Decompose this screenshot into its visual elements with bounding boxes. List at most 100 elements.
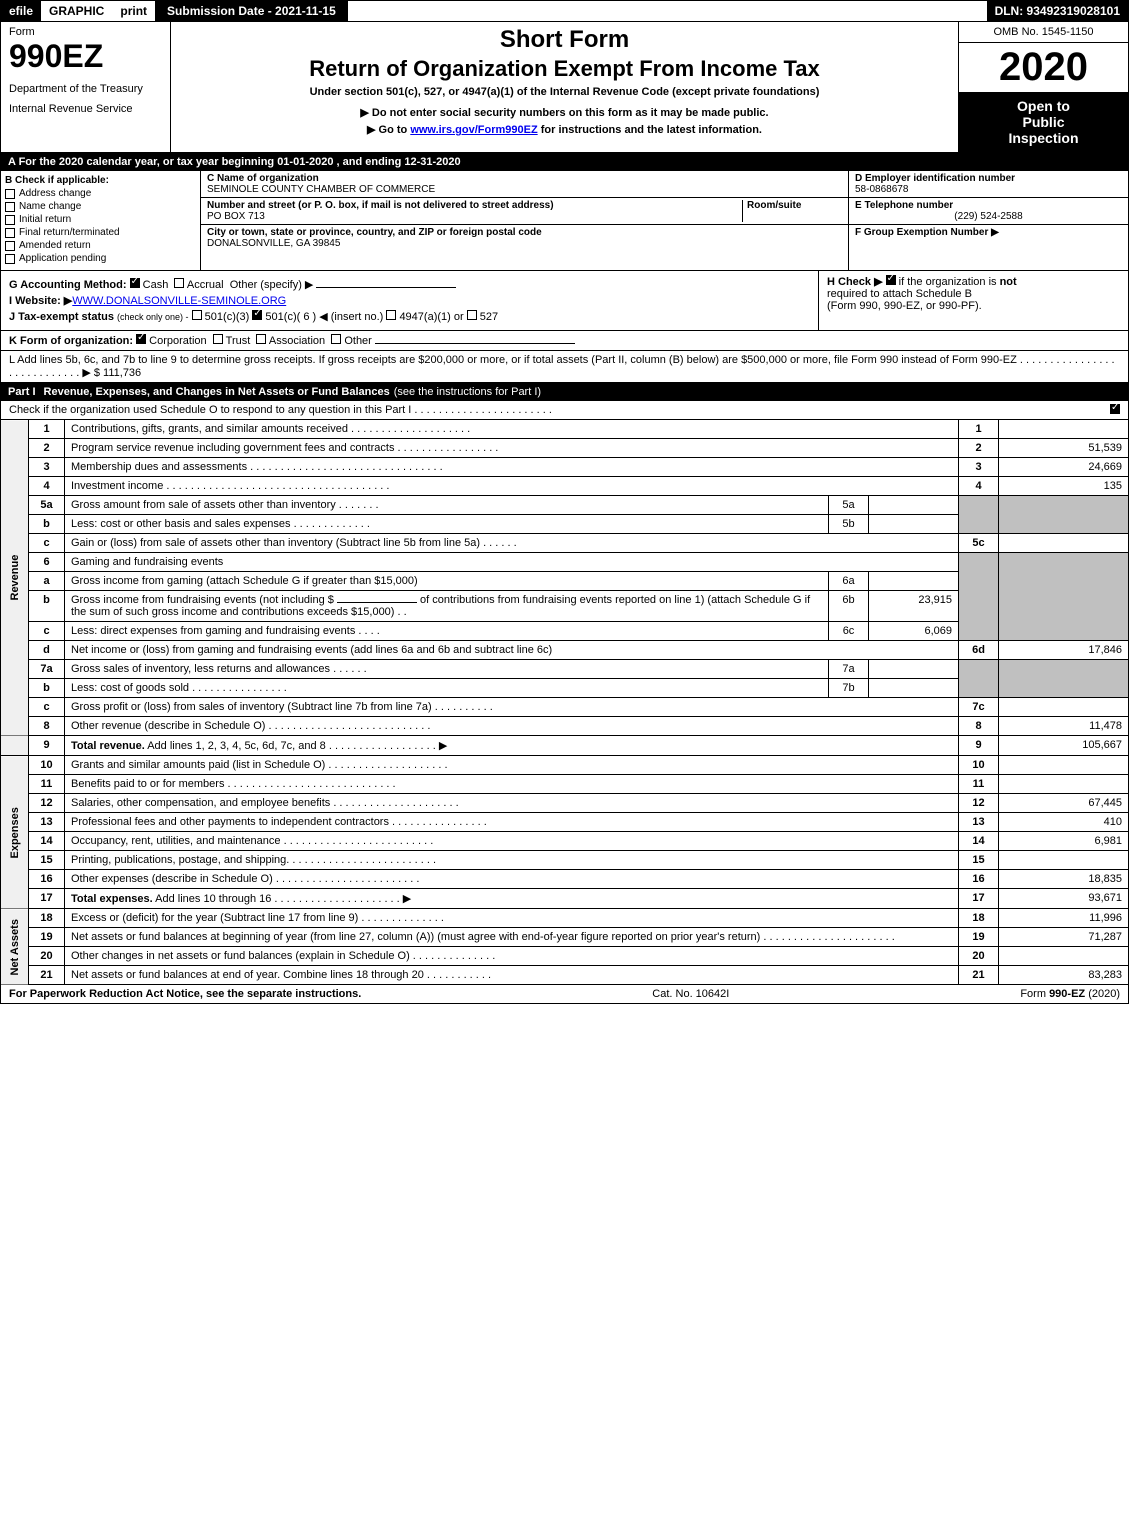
phone-value: (229) 524-2588 (855, 211, 1122, 222)
form-number: 990EZ (9, 38, 162, 75)
shaded-cell (999, 496, 1129, 534)
section-h-text3: (Form 990, 990-EZ, or 990-PF). (827, 300, 982, 312)
line-desc: Net assets or fund balances at beginning… (65, 928, 959, 947)
other-org-input[interactable] (375, 343, 575, 344)
line-desc: Excess or (deficit) for the year (Subtra… (65, 909, 959, 928)
checkbox-501c-icon[interactable] (252, 310, 262, 320)
table-row: 15 Printing, publications, postage, and … (1, 851, 1129, 870)
line-desc: Program service revenue including govern… (65, 439, 959, 458)
line-num: 5a (29, 496, 65, 515)
section-gh: G Accounting Method: Cash Accrual Other … (0, 271, 1129, 331)
website-link[interactable]: WWW.DONALSONVILLE-SEMINOLE.ORG (72, 295, 286, 307)
inspection-line2: Public (963, 114, 1124, 130)
expenses-table: Expenses 10 Grants and similar amounts p… (0, 756, 1129, 909)
checkbox-application-pending[interactable]: Application pending (5, 253, 196, 264)
section-bcd: B Check if applicable: Address change Na… (0, 171, 1129, 271)
amt-val: 51,539 (999, 439, 1129, 458)
section-b: B Check if applicable: Address change Na… (1, 171, 201, 270)
note2-post: for instructions and the latest informat… (538, 124, 762, 136)
checkbox-address-change[interactable]: Address change (5, 188, 196, 199)
checkbox-initial-return[interactable]: Initial return (5, 214, 196, 225)
checkbox-527-icon[interactable] (467, 310, 477, 320)
net-assets-section-label: Net Assets (1, 909, 29, 985)
table-row: 5a Gross amount from sale of assets othe… (1, 496, 1129, 515)
tax-year-row: A For the 2020 calendar year, or tax yea… (0, 153, 1129, 171)
inspection-line1: Open to (963, 98, 1124, 114)
sub-num: 7b (829, 679, 869, 698)
accounting-label: G Accounting Method: (9, 279, 127, 291)
amt-num: 6d (959, 641, 999, 660)
checkbox-name-change[interactable]: Name change (5, 201, 196, 212)
table-row: Expenses 10 Grants and similar amounts p… (1, 756, 1129, 775)
amt-val (999, 775, 1129, 794)
table-row: 17 Total expenses. Add lines 10 through … (1, 889, 1129, 909)
sub-val (869, 660, 959, 679)
amt-val: 11,996 (999, 909, 1129, 928)
line-desc: Other changes in net assets or fund bala… (65, 947, 959, 966)
tax-year: 2020 (959, 43, 1128, 92)
opt-527: 527 (480, 311, 498, 323)
section-k-label: K Form of organization: (9, 335, 133, 347)
line-desc: Other revenue (describe in Schedule O) .… (65, 717, 959, 736)
checkbox-amended-return[interactable]: Amended return (5, 240, 196, 251)
sub-num: 6c (829, 622, 869, 641)
other-specify-input[interactable] (316, 287, 456, 288)
sub-val: 6,069 (869, 622, 959, 641)
line-desc: Gain or (loss) from sale of assets other… (65, 534, 959, 553)
irs-link[interactable]: www.irs.gov/Form990EZ (410, 124, 537, 136)
table-row: c Gross profit or (loss) from sales of i… (1, 698, 1129, 717)
footer-right: Form 990-EZ (2020) (1020, 988, 1120, 1000)
line-num: 19 (29, 928, 65, 947)
schedule-o-checkbox-icon[interactable] (1110, 404, 1120, 414)
shaded-cell (959, 553, 999, 641)
checkbox-h-icon[interactable] (886, 275, 896, 285)
line-desc: Gross income from fundraising events (no… (65, 591, 829, 622)
checkbox-501c3-icon[interactable] (192, 310, 202, 320)
section-h-text2: required to attach Schedule B (827, 288, 972, 300)
main-title: Return of Organization Exempt From Incom… (179, 56, 950, 82)
amt-val: 71,287 (999, 928, 1129, 947)
room-label: Room/suite (747, 200, 842, 211)
opt-4947: 4947(a)(1) or (399, 311, 463, 323)
amt-val: 93,671 (999, 889, 1129, 909)
assoc-label: Association (269, 335, 325, 347)
checkbox-4947-icon[interactable] (386, 310, 396, 320)
checkbox-corp-icon[interactable] (136, 334, 146, 344)
checkbox-other-icon[interactable] (331, 334, 341, 344)
6b-contrib-input[interactable] (337, 602, 417, 603)
checkbox-trust-icon[interactable] (213, 334, 223, 344)
amt-num: 10 (959, 756, 999, 775)
line-num: 2 (29, 439, 65, 458)
amt-num: 16 (959, 870, 999, 889)
line-desc: Less: cost of goods sold . . . . . . . .… (65, 679, 829, 698)
checkbox-assoc-icon[interactable] (256, 334, 266, 344)
amt-num: 11 (959, 775, 999, 794)
line-num: 15 (29, 851, 65, 870)
section-h-label: H Check ▶ (827, 276, 883, 288)
line-num: c (29, 534, 65, 553)
revenue-table: Revenue 1 Contributions, gifts, grants, … (0, 420, 1129, 756)
sub-num: 5a (829, 496, 869, 515)
form-header-center: Short Form Return of Organization Exempt… (171, 22, 958, 152)
checkbox-final-return[interactable]: Final return/terminated (5, 227, 196, 238)
line-desc: Net income or (loss) from gaming and fun… (65, 641, 959, 660)
footer-center: Cat. No. 10642I (361, 988, 1020, 1000)
corp-label: Corporation (149, 335, 206, 347)
amt-num: 17 (959, 889, 999, 909)
line-num: 10 (29, 756, 65, 775)
trust-label: Trust (226, 335, 251, 347)
shaded-cell (959, 660, 999, 698)
website-label: I Website: ▶ (9, 295, 72, 307)
print-label[interactable]: print (112, 1, 155, 21)
blank-section (1, 736, 29, 756)
line-num: d (29, 641, 65, 660)
table-row: 13 Professional fees and other payments … (1, 813, 1129, 832)
line-num: c (29, 698, 65, 717)
opt-501c3: 501(c)(3) (205, 311, 250, 323)
checkbox-cash-icon[interactable] (130, 278, 140, 288)
line-num: 3 (29, 458, 65, 477)
line-desc: Occupancy, rent, utilities, and maintena… (65, 832, 959, 851)
section-h-text1: if the organization is (899, 276, 1000, 288)
amt-val: 24,669 (999, 458, 1129, 477)
checkbox-accrual-icon[interactable] (174, 278, 184, 288)
